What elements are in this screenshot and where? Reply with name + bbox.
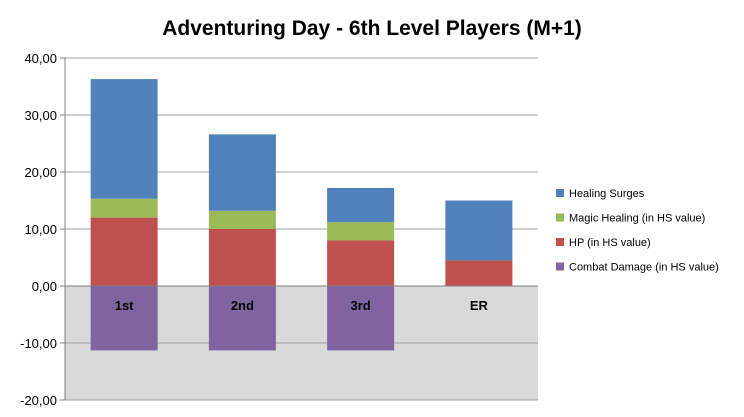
legend-label: Healing Surges [569,188,645,200]
legend-label: Combat Damage (in HS value) [569,262,719,274]
bar-healing-surges-3rd [327,187,395,223]
bar-hp-in-hs-value-er [445,260,513,286]
y-tick-label: -10,00 [20,336,57,351]
bar-magic-healing-in-hs-value-3rd [327,222,395,241]
category-label: 2nd [231,298,254,313]
category-label: 3rd [351,298,371,313]
legend-label: Magic Healing (in HS value) [569,213,705,225]
y-tick-label: 40,00 [24,51,57,66]
bar-magic-healing-in-hs-value-1st [90,198,158,218]
bar-combat-damage-in-hs-value-1st [90,286,158,351]
y-tick-label: 10,00 [24,222,57,237]
y-tick-label: -20,00 [20,393,57,408]
legend-swatch [556,262,564,271]
legend-swatch [556,213,564,222]
bar-hp-in-hs-value-3rd [327,240,395,286]
plot-area: 40,00 30,00 20,00 10,00 0,00 -10,00 -20,00 1st 2… [20,51,538,408]
bar-combat-damage-in-hs-value-3rd [327,286,395,351]
bar-combat-damage-in-hs-value-2nd [208,286,276,351]
legend-swatch [556,238,564,246]
y-tick-label: 0,00 [32,279,57,294]
bar-hp-in-hs-value-2nd [208,229,276,286]
legend: Healing Surges Magic Healing (in HS value… [556,188,719,274]
y-tick-label: 20,00 [24,165,57,180]
category-label: 1st [115,298,134,313]
y-tick-label: 30,00 [24,108,57,123]
chart-title: Adventuring Day - 6th Level Players (M+1… [162,17,582,40]
bar-healing-surges-2nd [208,134,276,211]
legend-swatch [556,189,564,197]
bar-hp-in-hs-value-1st [90,217,158,286]
category-label: ER [470,298,489,313]
bar-healing-surges-er [445,200,513,261]
legend-label: HP (in HS value) [569,237,651,249]
bar-healing-surges-1st [90,79,158,199]
bar-magic-healing-in-hs-value-2nd [208,210,276,229]
